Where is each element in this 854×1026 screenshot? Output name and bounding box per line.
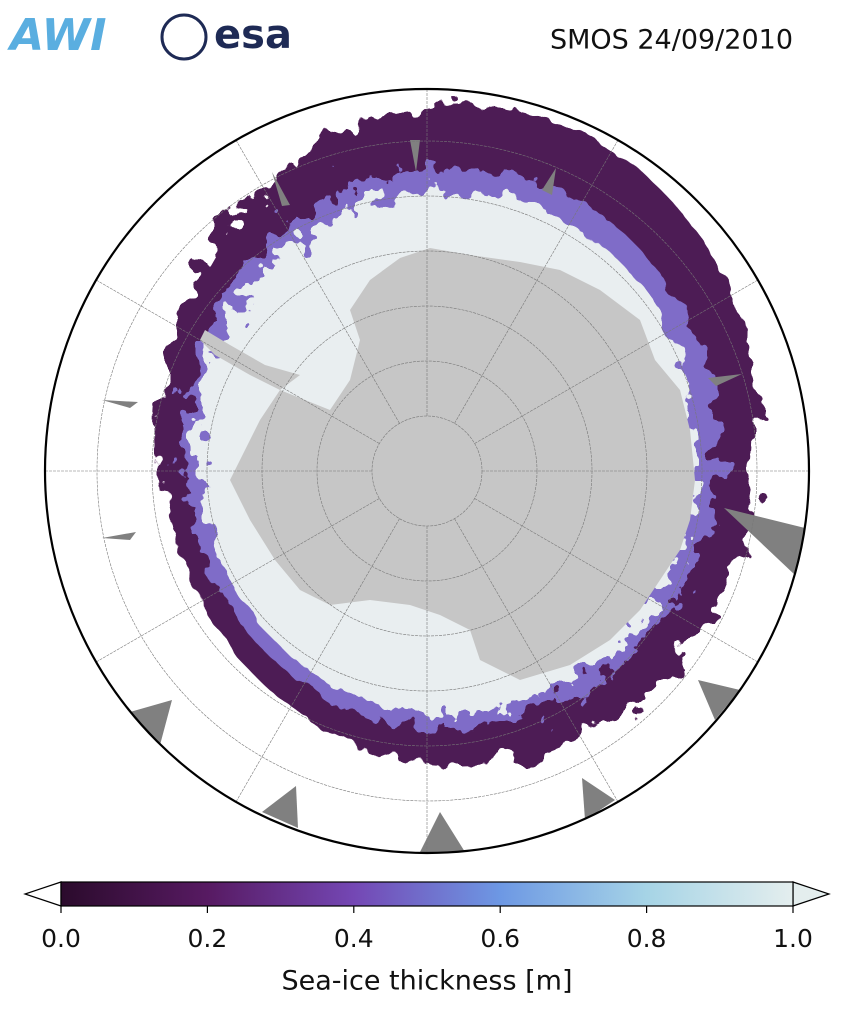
land [102,140,805,852]
colorbar-over [792,881,831,907]
map-border [43,87,811,855]
colorbar-tick-label: 0.6 [480,924,520,953]
title: SMOS 24/09/2010 [550,25,793,56]
map [45,89,809,853]
esa-icon [160,13,208,61]
colorbar [60,881,794,907]
graticule [45,89,809,853]
awi-logo: AWI [7,10,107,61]
colorbar-tick-label: 1.0 [773,924,813,953]
esa-logo: esa [214,12,292,58]
colorbar-label: Sea-ice thickness [m] [281,966,572,997]
colorbar-tick-label: 0.4 [334,924,374,953]
colorbar-tick-label: 0.8 [627,924,667,953]
colorbar-tick-label: 0.0 [41,924,81,953]
colorbar-under [23,881,62,907]
antarctica [200,248,695,680]
colorbar-ticks: 0.0 0.2 0.4 0.6 0.8 1.0 [41,906,813,953]
colorbar-tick-label: 0.2 [188,924,228,953]
